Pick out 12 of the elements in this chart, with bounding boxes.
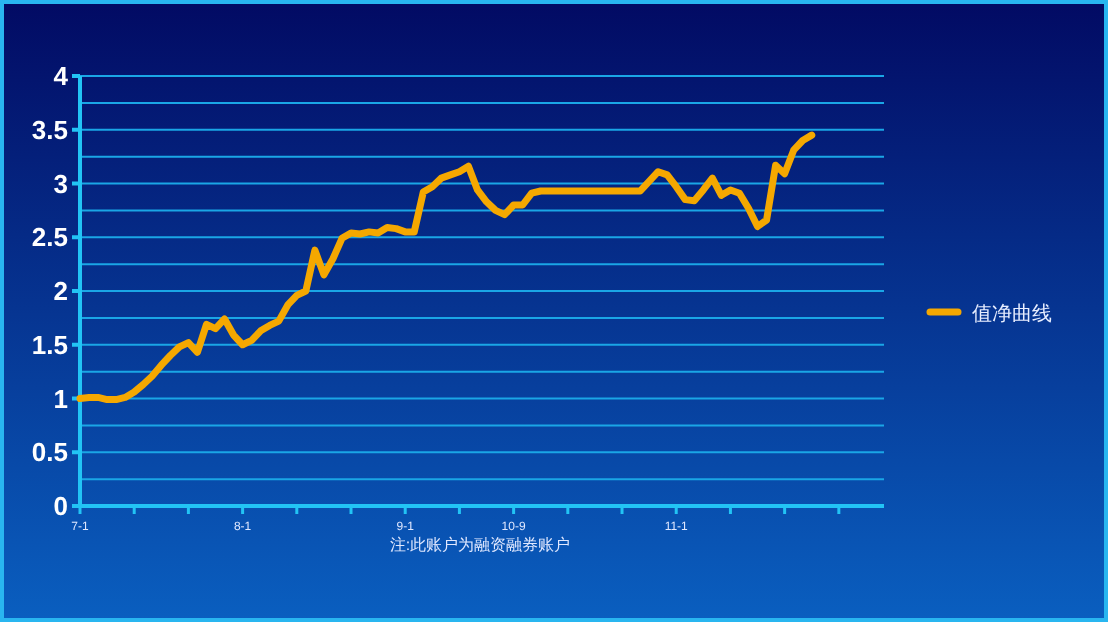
y-tick-label: 1 xyxy=(53,383,68,414)
line-series xyxy=(76,131,816,404)
y-tick-label: 2.5 xyxy=(31,222,68,253)
y-tick-label: 3.5 xyxy=(31,114,68,145)
text: 注:此账户为融资融券账户 xyxy=(389,536,571,554)
legend-label: 值净曲线 xyxy=(972,302,1052,326)
y-tick-label: 0.5 xyxy=(31,437,68,468)
y-tick-label: 1.5 xyxy=(31,329,68,360)
y-tick-label: 0 xyxy=(53,491,68,521)
y-tick-label: 3 xyxy=(53,168,68,199)
y-tick-label: 4 xyxy=(53,61,70,91)
y-tick-label: 2 xyxy=(53,276,68,306)
